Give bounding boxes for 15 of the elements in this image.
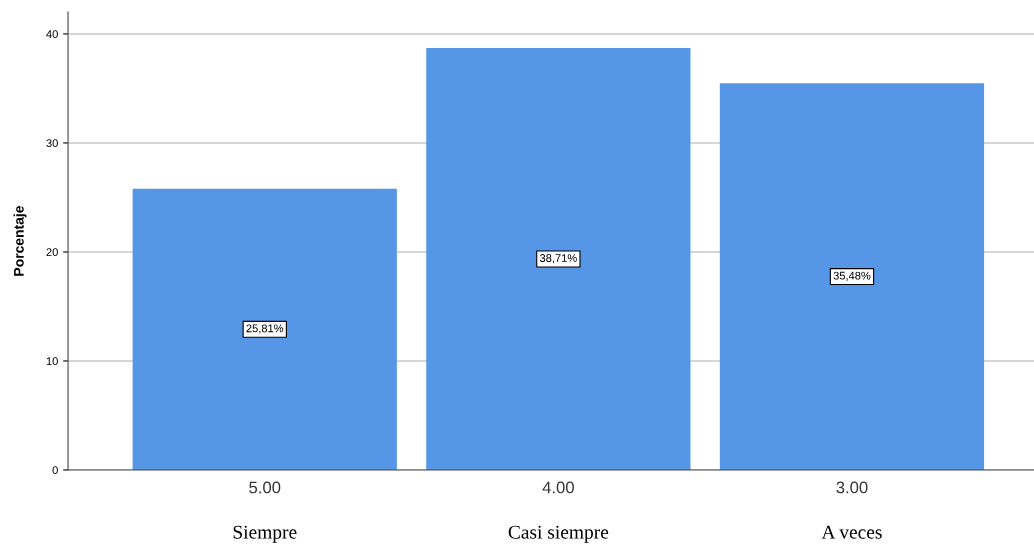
text: A veces xyxy=(821,525,882,539)
y-tick-label: 40 xyxy=(46,30,58,39)
y-tick-label: 10 xyxy=(46,357,58,366)
x-tick-label: 5.00 xyxy=(249,481,281,494)
text: Casi siempre xyxy=(508,525,609,543)
x-tick-label: 3.00 xyxy=(836,481,868,494)
y-tick-label: 0 xyxy=(52,466,58,475)
text: Siempre xyxy=(233,525,297,543)
x-tick-label: 4.00 xyxy=(542,481,574,494)
y-axis-title: Porcentaje xyxy=(13,206,27,276)
data-label: 38,71% xyxy=(539,254,577,264)
y-tick-label: 20 xyxy=(46,248,58,257)
data-label: 35,48% xyxy=(833,271,871,281)
y-tick-label: 30 xyxy=(46,139,58,148)
data-label: 25,81% xyxy=(246,324,284,334)
